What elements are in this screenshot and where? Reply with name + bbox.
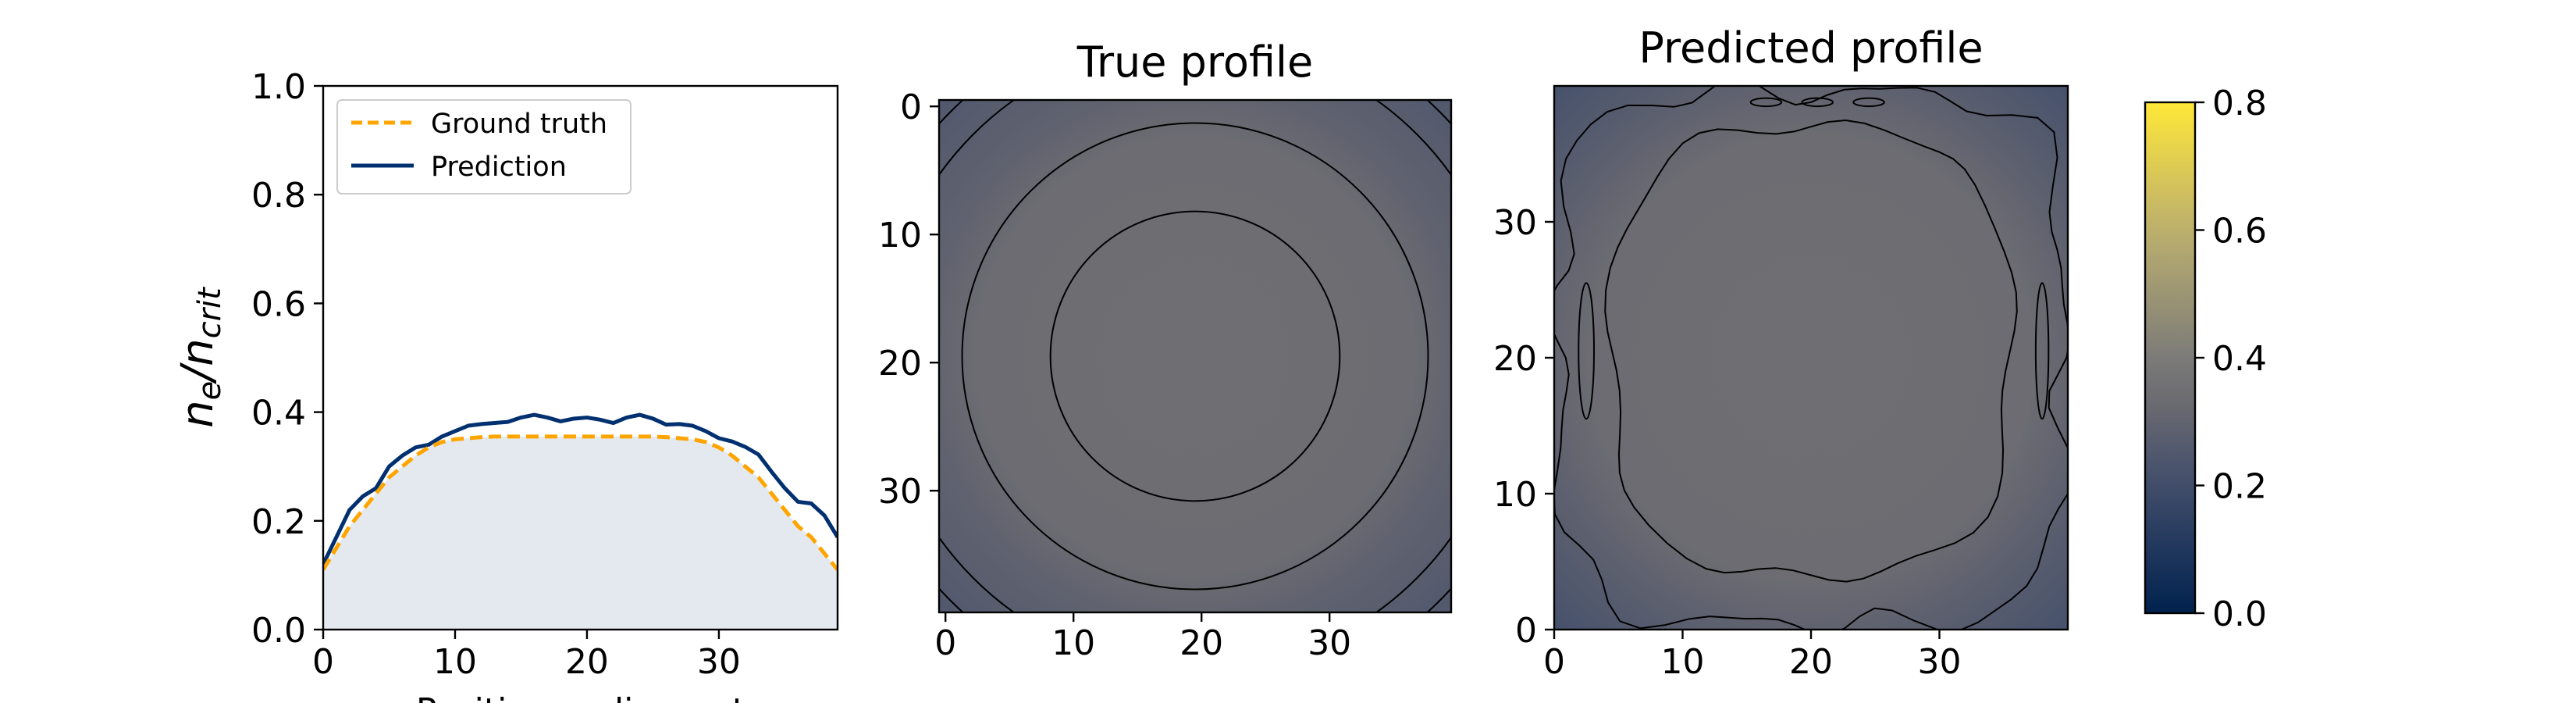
predicted-profile-small-contour: [1749, 97, 1783, 108]
predicted-profile-y-ticks: 0 10 20 30: [1493, 203, 1554, 651]
lineout-y-tick-label: 0.8: [251, 176, 306, 216]
lineout-y-tick-label: 1.0: [251, 67, 306, 107]
true-profile-frame: [938, 98, 1453, 614]
legend: Ground truth Prediction: [336, 99, 632, 194]
colorbar-tick-label: 0.8: [2212, 84, 2267, 123]
colorbar-tick-label: 0.6: [2212, 212, 2267, 252]
predicted-y-tick-label: 0: [1515, 611, 1537, 651]
lineout-y-tick-label: 0.2: [251, 502, 306, 542]
predicted-x-tick-label: 20: [1789, 642, 1833, 682]
lineout-y-ticks: 0.0 0.2 0.4 0.6 0.8 1.0: [251, 67, 323, 651]
predicted-profile-small-contour: [1852, 97, 1885, 108]
true-profile-chart: True profile 0 10 20 30 0 10 20 30: [878, 37, 1453, 663]
true-profile-y-ticks: 0 10 20 30: [878, 87, 939, 512]
true-profile-x-ticks: 0 10 20 30: [934, 612, 1351, 663]
lineout-x-label: Position on line-out: [416, 691, 745, 703]
lineout-x-tick-label: 0: [312, 642, 334, 682]
ylabel-sub-crit: crit: [192, 287, 228, 339]
predicted-profile-chart: Predicted profile 0 10 20 30 0 10 20 30: [1493, 23, 2069, 682]
lineout-x-tick-label: 20: [565, 642, 609, 682]
true-profile-image: [939, 100, 1451, 612]
true-profile-contours: [939, 100, 1451, 612]
predicted-y-tick-label: 20: [1493, 339, 1537, 379]
colorbar-ticks: 0.0 0.2 0.4 0.6 0.8: [2195, 84, 2267, 634]
lineout-chart: 0 10 20 30 0.0 0.2 0.4 0.6 0.8 1.0 Position on l…: [173, 67, 839, 703]
predicted-profile-left-contour: [1578, 282, 1595, 420]
lineout-y-tick-label: 0.6: [251, 284, 306, 324]
predicted-profile-right-contour: [2034, 282, 2050, 420]
predicted-profile-contours: [1554, 86, 2068, 630]
predicted-y-tick-label: 30: [1493, 203, 1537, 243]
true-x-tick-label: 10: [1051, 623, 1095, 663]
predicted-profile-outer-contour: [1554, 86, 2068, 630]
colorbar-tick-label: 0.4: [2212, 339, 2267, 379]
predicted-profile-title: Predicted profile: [1638, 23, 1983, 73]
true-y-tick-label: 20: [878, 344, 922, 384]
true-y-tick-label: 0: [900, 87, 922, 127]
lineout-y-label: ne/ncrit: [173, 287, 228, 428]
predicted-x-tick-label: 10: [1661, 642, 1705, 682]
prediction-line: [323, 412, 838, 566]
lineout-x-tick-label: 30: [697, 642, 741, 682]
lineout-x-tick-label: 10: [433, 642, 477, 682]
true-profile-title: True profile: [1076, 37, 1313, 87]
predicted-y-tick-label: 10: [1493, 475, 1537, 515]
ground-truth-area-fill: [323, 436, 838, 630]
colorbar-tick-label: 0.2: [2212, 467, 2267, 507]
predicted-x-tick-label: 30: [1918, 642, 1962, 682]
colorbar-gradient: [2145, 102, 2195, 613]
predicted-profile-contour-line: [1604, 120, 2018, 583]
predicted-profile-small-contour: [1801, 97, 1834, 108]
legend-label-ground-truth: Ground truth: [431, 109, 607, 140]
predicted-x-tick-label: 0: [1543, 642, 1565, 682]
legend-label-prediction: Prediction: [431, 152, 567, 183]
true-profile-contour-line: [961, 122, 1429, 591]
colorbar: 0.0 0.2 0.4 0.6 0.8: [2144, 84, 2267, 634]
ylabel-sub-e: e: [192, 381, 228, 401]
predicted-profile-image: [1554, 86, 2068, 630]
lineout-frame: [322, 84, 839, 631]
true-x-tick-label: 30: [1308, 623, 1351, 663]
true-x-tick-label: 0: [934, 623, 956, 663]
lineout-y-tick-label: 0.0: [251, 611, 306, 651]
ylabel-base: n: [173, 400, 223, 428]
true-y-tick-label: 10: [878, 216, 922, 255]
true-y-tick-label: 30: [878, 472, 922, 512]
true-profile-contour-line: [1049, 210, 1341, 502]
colorbar-tick-label: 0.0: [2212, 594, 2267, 634]
lineout-plot-area: [323, 412, 838, 630]
lineout-x-ticks: 0 10 20 30: [312, 630, 741, 682]
true-x-tick-label: 20: [1179, 623, 1223, 663]
predicted-profile-x-ticks: 0 10 20 30: [1543, 630, 1962, 682]
ground-truth-line: [323, 434, 838, 572]
ylabel-slash: /n: [173, 338, 223, 384]
lineout-y-tick-label: 0.4: [251, 394, 306, 434]
